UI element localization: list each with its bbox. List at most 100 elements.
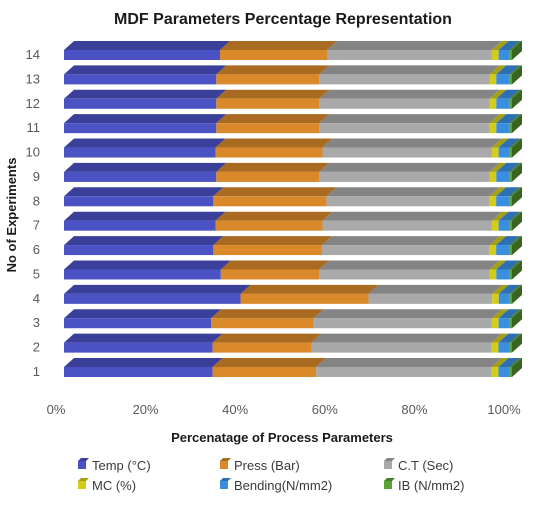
bar-front-face xyxy=(64,293,241,304)
bar-segment xyxy=(212,333,322,353)
bar-segment xyxy=(216,114,330,134)
bar-top-face xyxy=(509,187,522,197)
bar-front-face xyxy=(509,171,512,182)
bar-front-face xyxy=(64,74,217,85)
bar-segment xyxy=(64,138,226,158)
bar-end-face xyxy=(512,114,522,134)
bar-front-face xyxy=(509,269,512,280)
legend-swatch-top xyxy=(384,458,395,461)
bar-front-face xyxy=(216,98,320,109)
bar-segment xyxy=(489,114,507,134)
bar-top-face xyxy=(509,138,522,148)
bar-end-face xyxy=(512,41,522,60)
bar-top-face xyxy=(216,114,330,124)
bar-segment xyxy=(498,41,520,60)
bar-front-face xyxy=(216,123,320,134)
bar-top-face xyxy=(489,187,507,197)
bar-end-face xyxy=(512,333,522,353)
bar-front-face xyxy=(498,293,510,304)
bar-front-face xyxy=(316,367,492,377)
x-tick-label: 100% xyxy=(487,402,521,417)
bar-front-face xyxy=(64,123,217,134)
bar-top-face xyxy=(313,309,502,319)
bar-front-face xyxy=(509,293,512,304)
bar-segment xyxy=(319,114,500,134)
bar-segment xyxy=(509,41,522,60)
legend-item: IB (N/mm2) xyxy=(384,478,464,493)
bar-front-face xyxy=(220,50,328,60)
bar-segment xyxy=(316,358,502,377)
legend-label: MC (%) xyxy=(92,478,136,493)
legend-label: IB (N/mm2) xyxy=(398,478,464,493)
x-tick-label: 80% xyxy=(401,402,427,417)
bar-segment xyxy=(64,65,227,85)
bar-end-face xyxy=(512,162,522,182)
bar-top-face xyxy=(215,211,333,221)
bar-top-face xyxy=(64,260,231,270)
bar-segment xyxy=(311,333,502,353)
bar-top-face xyxy=(322,138,502,148)
bar-front-face xyxy=(64,171,217,182)
y-tick-label: 8 xyxy=(33,193,40,208)
bar-top-face xyxy=(509,89,522,99)
bar-top-face xyxy=(489,114,507,124)
legend-swatch-top xyxy=(384,478,395,481)
bar-end-face xyxy=(512,358,522,377)
bar-front-face xyxy=(491,147,499,158)
bar-front-face xyxy=(321,245,490,256)
bar-segment xyxy=(509,333,522,353)
bar-segment xyxy=(64,162,227,182)
bar-top-face xyxy=(509,309,522,319)
bar-top-face xyxy=(509,358,522,367)
bar-top-face xyxy=(509,236,522,246)
bar-front-face xyxy=(491,220,499,231)
bar-top-face xyxy=(64,358,223,367)
bar-top-face xyxy=(509,114,522,124)
bar-front-face xyxy=(509,342,512,353)
bar-top-face xyxy=(509,65,522,75)
bar-top-face xyxy=(498,284,520,294)
bar-segment xyxy=(491,138,509,158)
legend-swatch xyxy=(78,481,86,489)
bar-segment xyxy=(496,187,520,207)
bar-segment xyxy=(64,333,223,353)
bar-top-face xyxy=(321,236,500,246)
bar-segment xyxy=(64,309,222,329)
legend-item: MC (%) xyxy=(78,478,136,493)
bar-front-face xyxy=(491,50,499,60)
bar-front-face xyxy=(496,269,510,280)
bar-top-face xyxy=(491,41,509,50)
bar-top-face xyxy=(509,260,522,270)
chart-title: MDF Parameters Percentage Representation xyxy=(114,11,452,28)
bar-top-face xyxy=(496,162,520,172)
y-tick-label: 14 xyxy=(26,47,40,62)
legend-item: C.T (Sec) xyxy=(384,458,453,473)
y-tick-label: 9 xyxy=(33,169,40,184)
legend-swatch-top xyxy=(220,478,231,481)
bar-front-face xyxy=(212,367,317,377)
bar-top-face xyxy=(491,333,509,343)
bar-segment xyxy=(64,236,224,256)
bar-front-face xyxy=(498,50,510,60)
bar-segment xyxy=(509,309,522,329)
legend-label: Temp (°C) xyxy=(92,458,151,473)
bar-segment xyxy=(496,114,520,134)
bar-top-face xyxy=(64,333,223,343)
bar-front-face xyxy=(240,293,369,304)
bar-top-face xyxy=(64,138,226,148)
bar-end-face xyxy=(512,138,522,158)
bar-front-face xyxy=(319,123,490,134)
bar-segment xyxy=(489,162,507,182)
bar-top-face xyxy=(496,114,520,124)
bar-segment xyxy=(509,114,522,134)
bar-front-face xyxy=(498,367,510,377)
bar-segment xyxy=(64,187,224,207)
bar-top-face xyxy=(319,89,500,99)
bar-segment xyxy=(496,89,520,109)
bar-top-face xyxy=(489,89,507,99)
bar-top-face xyxy=(64,187,224,197)
bar-front-face xyxy=(509,147,512,158)
bar-front-face xyxy=(64,196,214,207)
bar-segment xyxy=(215,138,333,158)
